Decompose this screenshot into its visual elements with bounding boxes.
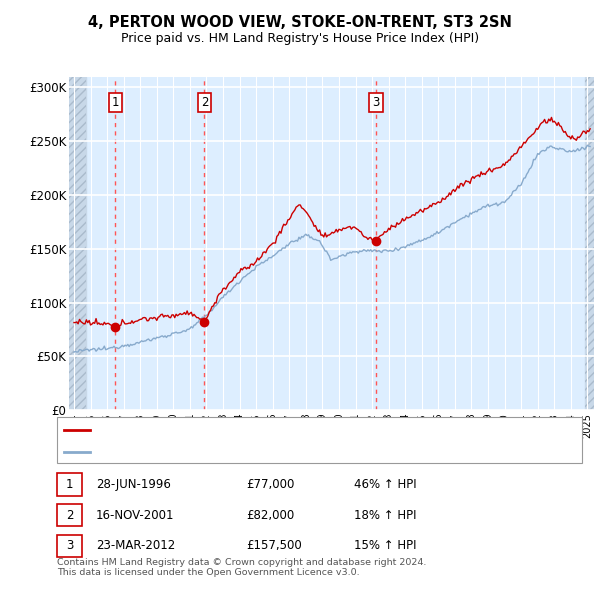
Text: 23-MAR-2012: 23-MAR-2012 bbox=[96, 539, 175, 552]
Text: 28-JUN-1996: 28-JUN-1996 bbox=[96, 478, 171, 491]
Text: 2: 2 bbox=[66, 509, 73, 522]
Text: 3: 3 bbox=[372, 96, 380, 109]
Text: 1: 1 bbox=[112, 96, 119, 109]
Text: 16-NOV-2001: 16-NOV-2001 bbox=[96, 509, 175, 522]
Text: 2: 2 bbox=[201, 96, 208, 109]
Text: £157,500: £157,500 bbox=[246, 539, 302, 552]
Text: £82,000: £82,000 bbox=[246, 509, 294, 522]
Text: Price paid vs. HM Land Registry's House Price Index (HPI): Price paid vs. HM Land Registry's House … bbox=[121, 32, 479, 45]
Bar bbox=[69, 77, 86, 410]
Text: £77,000: £77,000 bbox=[246, 478, 295, 491]
Bar bbox=[585, 77, 594, 410]
Text: 3: 3 bbox=[66, 539, 73, 552]
Text: 4, PERTON WOOD VIEW, STOKE-ON-TRENT, ST3 2SN (detached house): 4, PERTON WOOD VIEW, STOKE-ON-TRENT, ST3… bbox=[96, 425, 481, 435]
Text: 15% ↑ HPI: 15% ↑ HPI bbox=[354, 539, 416, 552]
Text: 46% ↑ HPI: 46% ↑ HPI bbox=[354, 478, 416, 491]
Text: HPI: Average price, detached house, Stoke-on-Trent: HPI: Average price, detached house, Stok… bbox=[96, 447, 377, 457]
Text: 18% ↑ HPI: 18% ↑ HPI bbox=[354, 509, 416, 522]
Text: Contains HM Land Registry data © Crown copyright and database right 2024.
This d: Contains HM Land Registry data © Crown c… bbox=[57, 558, 427, 577]
Text: 4, PERTON WOOD VIEW, STOKE-ON-TRENT, ST3 2SN: 4, PERTON WOOD VIEW, STOKE-ON-TRENT, ST3… bbox=[88, 15, 512, 30]
Text: 1: 1 bbox=[66, 478, 73, 491]
